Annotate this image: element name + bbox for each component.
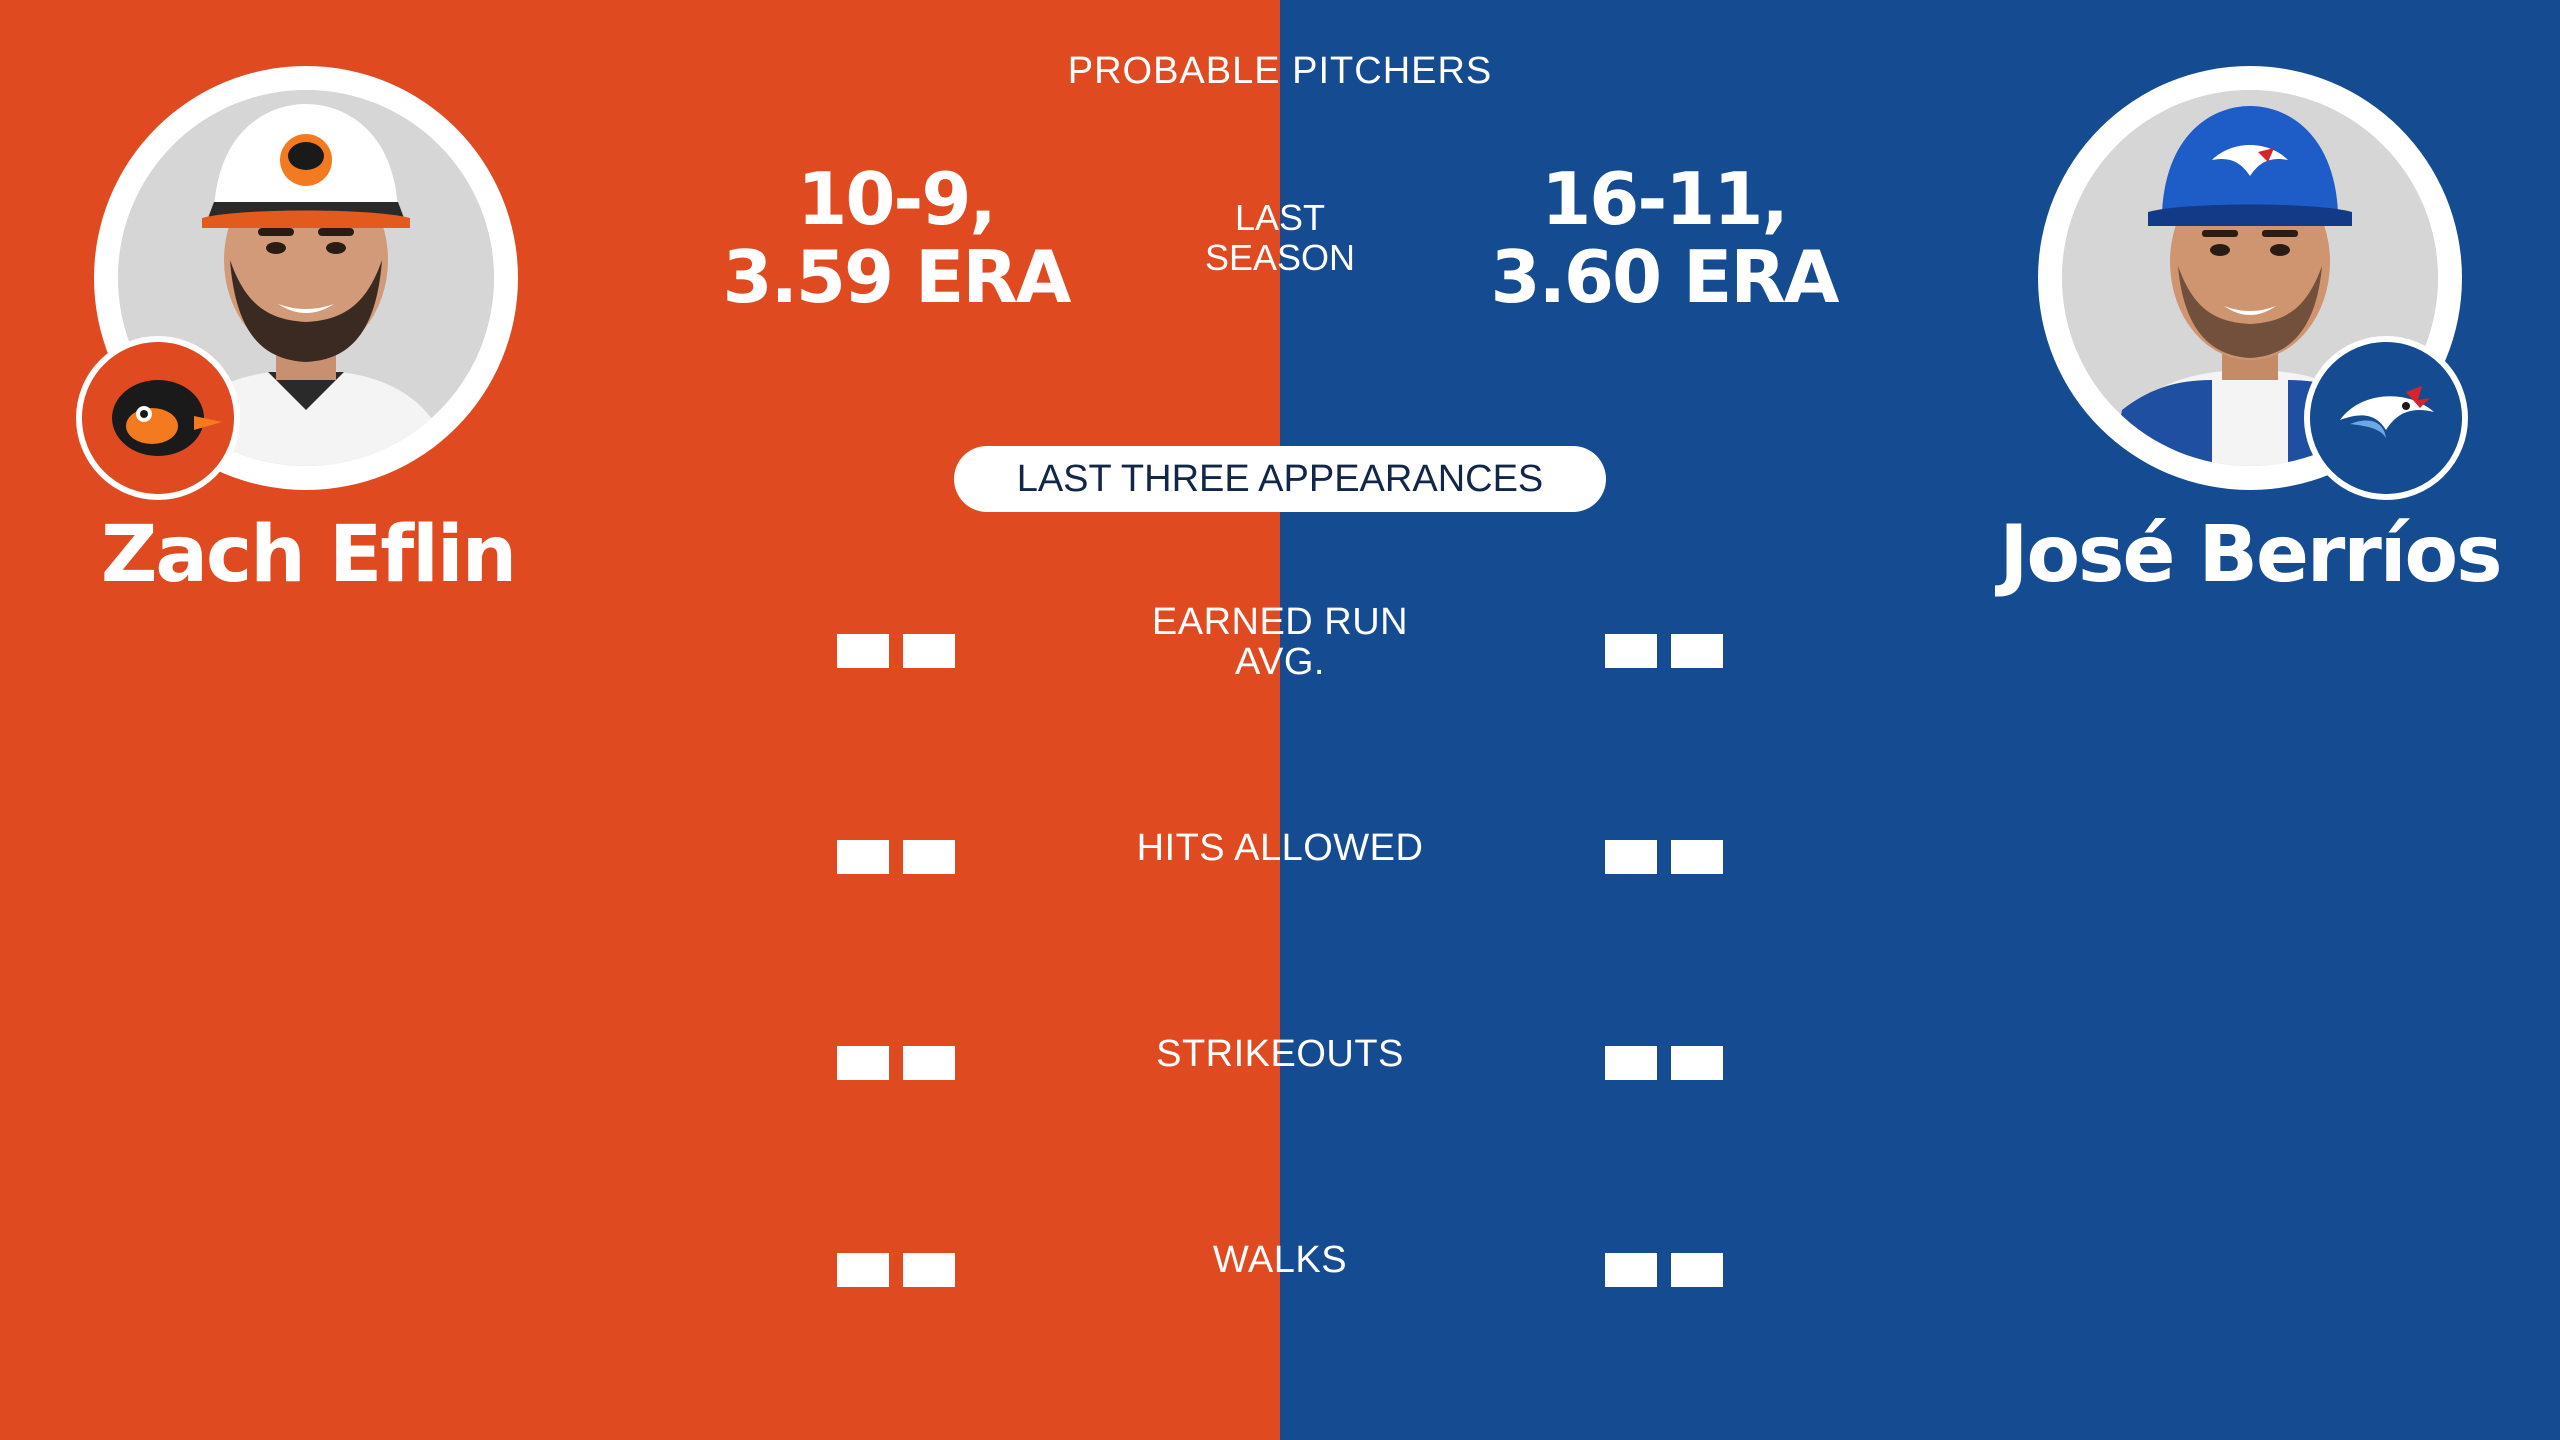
left-record-wl: 10-9, xyxy=(797,157,997,241)
orioles-logo-icon xyxy=(76,336,240,500)
stat-label-era: EARNED RUN AVG. xyxy=(1151,601,1409,683)
right-record-era: 3.60 ERA xyxy=(1490,235,1839,319)
right-player-name: José Berríos xyxy=(1999,510,2502,600)
right-hits-placeholder xyxy=(1605,840,1723,874)
left-player-name: Zach Eflin xyxy=(100,510,517,600)
right-strikeouts-placeholder xyxy=(1605,1046,1723,1080)
left-era-placeholder xyxy=(837,634,955,668)
stat-label-walks: WALKS xyxy=(1212,1239,1348,1281)
blue-jays-logo-icon xyxy=(2304,336,2468,500)
last-three-appearances-pill: LAST THREE APPEARANCES xyxy=(954,446,1606,512)
right-record-wl: 16-11, xyxy=(1541,157,1789,241)
right-season-record: 16-11, 3.60 ERA xyxy=(1454,160,1874,316)
stat-label-hits: HITS ALLOWED xyxy=(1136,827,1424,869)
stat-label-strikeouts: STRIKEOUTS xyxy=(1156,1033,1404,1075)
left-season-record: 10-9, 3.59 ERA xyxy=(686,160,1106,316)
left-record-era: 3.59 ERA xyxy=(722,235,1071,319)
left-strikeouts-placeholder xyxy=(837,1046,955,1080)
left-walks-placeholder xyxy=(837,1253,955,1287)
right-era-placeholder xyxy=(1605,634,1723,668)
header-title: PROBABLE PITCHERS xyxy=(1067,50,1493,92)
last-season-label: LAST SEASON xyxy=(1204,197,1356,278)
left-hits-placeholder xyxy=(837,840,955,874)
right-walks-placeholder xyxy=(1605,1253,1723,1287)
